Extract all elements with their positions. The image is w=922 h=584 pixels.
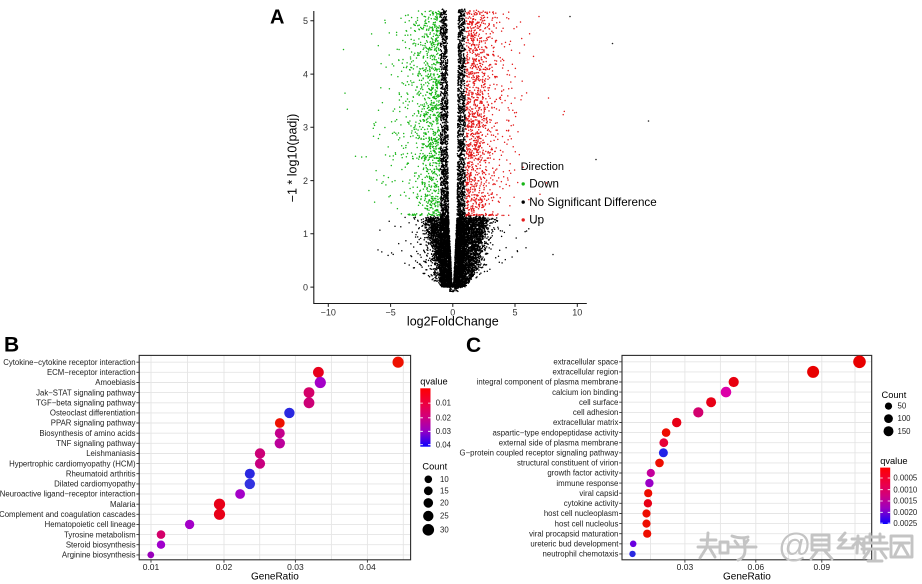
svg-text:Neuroactive ligand−receptor in: Neuroactive ligand−receptor interaction [0,490,136,499]
svg-text:30: 30 [440,525,449,534]
svg-text:ureteric bud development: ureteric bud development [530,540,619,549]
svg-text:0.03: 0.03 [436,427,451,436]
svg-text:0.06: 0.06 [748,562,765,572]
svg-text:Up: Up [529,214,544,227]
svg-text:qvalue: qvalue [420,376,447,386]
svg-text:qvalue: qvalue [880,456,907,466]
svg-text:−10: −10 [321,308,336,318]
svg-text:extracellular space: extracellular space [553,358,618,367]
svg-text:20: 20 [440,499,449,508]
svg-text:Count: Count [882,390,907,400]
svg-text:viral capsid: viral capsid [579,489,618,498]
svg-text:0.0015: 0.0015 [893,497,918,506]
svg-text:Down: Down [529,178,559,191]
svg-text:−5: −5 [385,308,395,318]
svg-text:structural constituent of viri: structural constituent of virion [517,459,618,468]
svg-text:cell adhesion: cell adhesion [573,408,619,417]
svg-text:15: 15 [440,486,449,495]
svg-text:Direction: Direction [521,161,564,173]
svg-text:Hypertrophic cardiomyopathy (H: Hypertrophic cardiomyopathy (HCM) [9,459,136,468]
svg-text:G−protein coupled receptor sig: G−protein coupled receptor signaling pat… [460,449,619,458]
svg-text:2: 2 [303,176,308,186]
svg-text:0.03: 0.03 [677,562,694,572]
svg-text:growth factor activity: growth factor activity [547,469,618,478]
svg-text:25: 25 [440,512,449,521]
svg-text:0.04: 0.04 [359,562,376,572]
svg-text:B: B [4,334,19,357]
svg-text:150: 150 [898,427,912,436]
svg-text:0.09: 0.09 [814,562,831,572]
svg-text:4: 4 [303,69,308,79]
svg-text:integral component of plasma m: integral component of plasma membrane [477,378,619,387]
svg-text:Amoebiasis: Amoebiasis [95,378,135,387]
svg-text:aspartic−type endopeptidase ac: aspartic−type endopeptidase activity [492,428,618,437]
svg-text:0: 0 [303,282,308,292]
svg-text:TGF−beta signaling pathway: TGF−beta signaling pathway [36,399,136,408]
svg-text:50: 50 [898,402,907,411]
svg-text:Cytokine−cytokine receptor int: Cytokine−cytokine receptor interaction [3,358,135,367]
svg-text:0: 0 [450,308,455,318]
svg-text:GeneRatio: GeneRatio [251,572,299,583]
svg-text:No Significant Difference: No Significant Difference [529,196,656,209]
svg-text:calcium ion binding: calcium ion binding [552,388,618,397]
svg-text:extracellular matrix: extracellular matrix [553,418,619,427]
svg-text:GeneRatio: GeneRatio [723,572,771,583]
svg-text:Jak−STAT signaling pathway: Jak−STAT signaling pathway [36,388,136,397]
svg-text:cytokine activity: cytokine activity [564,499,619,508]
svg-text:Osteoclast differentiation: Osteoclast differentiation [50,409,136,418]
svg-text:5: 5 [303,16,308,26]
svg-text:Complement and coagulation cas: Complement and coagulation cascades [0,510,136,519]
svg-text:Rheumatoid arthritis: Rheumatoid arthritis [66,469,136,478]
svg-text:0.02: 0.02 [216,562,233,572]
svg-text:0.02: 0.02 [436,413,451,422]
svg-text:−1 * log10(padj): −1 * log10(padj) [286,114,300,203]
svg-text:Leishmaniasis: Leishmaniasis [86,449,136,458]
svg-text:Tyrosine metabolism: Tyrosine metabolism [64,530,136,539]
svg-text:cell surface: cell surface [579,398,618,407]
svg-text:5: 5 [512,308,517,318]
svg-text:host cell nucleolus: host cell nucleolus [555,519,619,528]
svg-text:10: 10 [440,475,449,484]
svg-text:Hematopoietic cell lineage: Hematopoietic cell lineage [45,520,136,529]
svg-text:TNF signaling pathway: TNF signaling pathway [56,439,135,448]
svg-text:Arginine biosynthesis: Arginine biosynthesis [62,551,136,560]
svg-text:C: C [466,334,481,357]
svg-text:extracellular region: extracellular region [553,368,619,377]
svg-text:immune response: immune response [556,479,618,488]
svg-text:Biosynthesis of amino acids: Biosynthesis of amino acids [39,429,135,438]
svg-text:0.01: 0.01 [143,562,160,572]
svg-text:3: 3 [303,123,308,133]
svg-text:A: A [270,7,284,29]
svg-text:10: 10 [572,308,582,318]
svg-text:100: 100 [898,414,912,423]
svg-text:0.0020: 0.0020 [893,508,918,517]
svg-text:0.0005: 0.0005 [893,474,918,483]
svg-text:Malaria: Malaria [110,500,136,509]
svg-text:0.01: 0.01 [436,399,451,408]
svg-text:Count: Count [422,461,447,471]
svg-text:0.04: 0.04 [436,440,452,449]
svg-text:external side of plasma membra: external side of plasma membrane [499,438,619,447]
svg-text:Steroid biosynthesis: Steroid biosynthesis [66,540,136,549]
svg-text:@: @ [778,527,812,564]
svg-text:ECM−receptor interaction: ECM−receptor interaction [47,368,136,377]
svg-text:neutrophil chemotaxis: neutrophil chemotaxis [543,550,619,559]
svg-text:0.0025: 0.0025 [893,519,918,528]
svg-text:viral procapsid maturation: viral procapsid maturation [529,529,618,538]
svg-text:1: 1 [303,229,308,239]
svg-text:PPAR signaling pathway: PPAR signaling pathway [51,419,136,428]
svg-text:host cell nucleoplasm: host cell nucleoplasm [544,509,619,518]
svg-text:0.03: 0.03 [287,562,304,572]
svg-text:Dilated cardiomyopathy: Dilated cardiomyopathy [54,480,136,489]
svg-text:log2FoldChange: log2FoldChange [407,315,499,329]
svg-text:0.0010: 0.0010 [893,485,918,494]
